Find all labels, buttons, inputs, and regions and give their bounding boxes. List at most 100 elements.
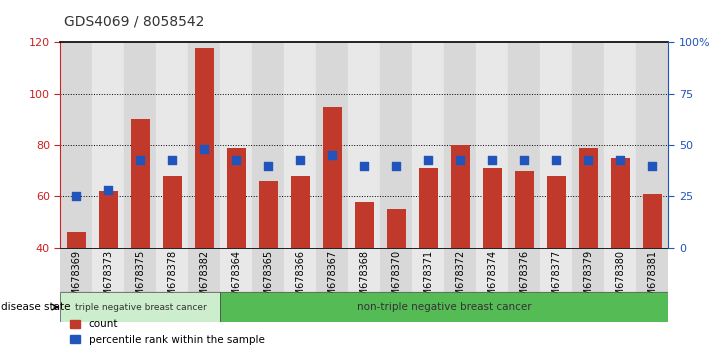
Bar — [252, 42, 284, 248]
Bar — [451, 145, 470, 248]
Bar — [323, 107, 342, 248]
Text: GSM678373: GSM678373 — [103, 250, 114, 309]
Bar — [483, 168, 502, 248]
Bar — [284, 42, 316, 248]
Bar — [444, 248, 476, 292]
Bar — [579, 148, 598, 248]
Point — [262, 163, 274, 169]
Point — [550, 157, 562, 162]
Text: non-triple negative breast cancer: non-triple negative breast cancer — [357, 302, 532, 312]
Bar — [67, 232, 86, 248]
Bar — [572, 42, 604, 248]
Point — [71, 194, 82, 199]
Bar — [131, 120, 150, 248]
Bar — [387, 209, 406, 248]
Point — [230, 157, 242, 162]
Text: GSM678376: GSM678376 — [519, 250, 530, 309]
Bar — [220, 292, 668, 322]
Point — [647, 163, 658, 169]
Bar — [92, 42, 124, 248]
Bar — [60, 42, 92, 248]
Text: GSM678378: GSM678378 — [167, 250, 178, 309]
Bar — [540, 248, 572, 292]
Text: GSM678365: GSM678365 — [263, 250, 274, 309]
Bar — [348, 42, 380, 248]
Bar — [188, 42, 220, 248]
Bar — [92, 248, 124, 292]
Bar — [611, 158, 630, 248]
Point — [326, 153, 338, 158]
Bar — [380, 248, 412, 292]
Text: GSM678364: GSM678364 — [231, 250, 242, 309]
Point — [518, 157, 530, 162]
Point — [358, 163, 370, 169]
Bar — [60, 292, 220, 322]
Point — [391, 163, 402, 169]
Text: triple negative breast cancer: triple negative breast cancer — [75, 303, 206, 312]
Bar — [355, 202, 374, 248]
Bar — [380, 42, 412, 248]
Text: GDS4069 / 8058542: GDS4069 / 8058542 — [64, 14, 204, 28]
Text: GSM678380: GSM678380 — [615, 250, 626, 309]
Bar — [508, 248, 540, 292]
Bar — [316, 42, 348, 248]
Bar — [419, 168, 438, 248]
Bar — [412, 42, 444, 248]
Bar — [124, 248, 156, 292]
Bar — [220, 42, 252, 248]
Bar — [259, 181, 278, 248]
Bar — [124, 42, 156, 248]
Bar — [99, 191, 118, 248]
Point — [135, 157, 146, 162]
Bar — [156, 42, 188, 248]
Point — [486, 157, 498, 162]
Bar — [604, 42, 636, 248]
Text: GSM678371: GSM678371 — [423, 250, 434, 309]
Text: GSM678366: GSM678366 — [295, 250, 306, 309]
Bar — [444, 42, 476, 248]
Bar — [291, 176, 310, 248]
Bar — [316, 248, 348, 292]
Bar — [643, 194, 662, 248]
Text: GSM678370: GSM678370 — [391, 250, 402, 309]
Bar — [163, 176, 182, 248]
Bar — [227, 148, 246, 248]
Text: GSM678369: GSM678369 — [71, 250, 82, 309]
Text: GSM678375: GSM678375 — [135, 250, 146, 309]
Text: GSM678367: GSM678367 — [327, 250, 338, 309]
Bar — [156, 248, 188, 292]
Legend: count, percentile rank within the sample: count, percentile rank within the sample — [65, 315, 269, 349]
Bar — [220, 248, 252, 292]
Bar — [284, 248, 316, 292]
Bar — [515, 171, 534, 248]
Point — [614, 157, 626, 162]
Point — [583, 157, 594, 162]
Bar — [195, 47, 214, 248]
Bar — [252, 248, 284, 292]
Bar — [60, 248, 92, 292]
Bar — [547, 176, 566, 248]
Point — [166, 157, 178, 162]
Text: GSM678382: GSM678382 — [199, 250, 210, 309]
Bar — [412, 248, 444, 292]
Point — [103, 188, 114, 193]
Bar — [476, 248, 508, 292]
Bar — [508, 42, 540, 248]
Text: GSM678368: GSM678368 — [359, 250, 370, 309]
Bar — [636, 42, 668, 248]
Bar — [540, 42, 572, 248]
Text: GSM678374: GSM678374 — [487, 250, 498, 309]
Bar — [604, 248, 636, 292]
Point — [294, 157, 306, 162]
Text: GSM678372: GSM678372 — [455, 250, 466, 309]
Text: disease state: disease state — [1, 302, 71, 312]
Bar — [636, 248, 668, 292]
Text: GSM678381: GSM678381 — [647, 250, 658, 309]
Point — [422, 157, 434, 162]
Bar — [188, 248, 220, 292]
Bar — [348, 248, 380, 292]
Point — [455, 157, 466, 162]
Text: GSM678379: GSM678379 — [583, 250, 594, 309]
Point — [198, 147, 210, 152]
Text: GSM678377: GSM678377 — [551, 250, 562, 309]
